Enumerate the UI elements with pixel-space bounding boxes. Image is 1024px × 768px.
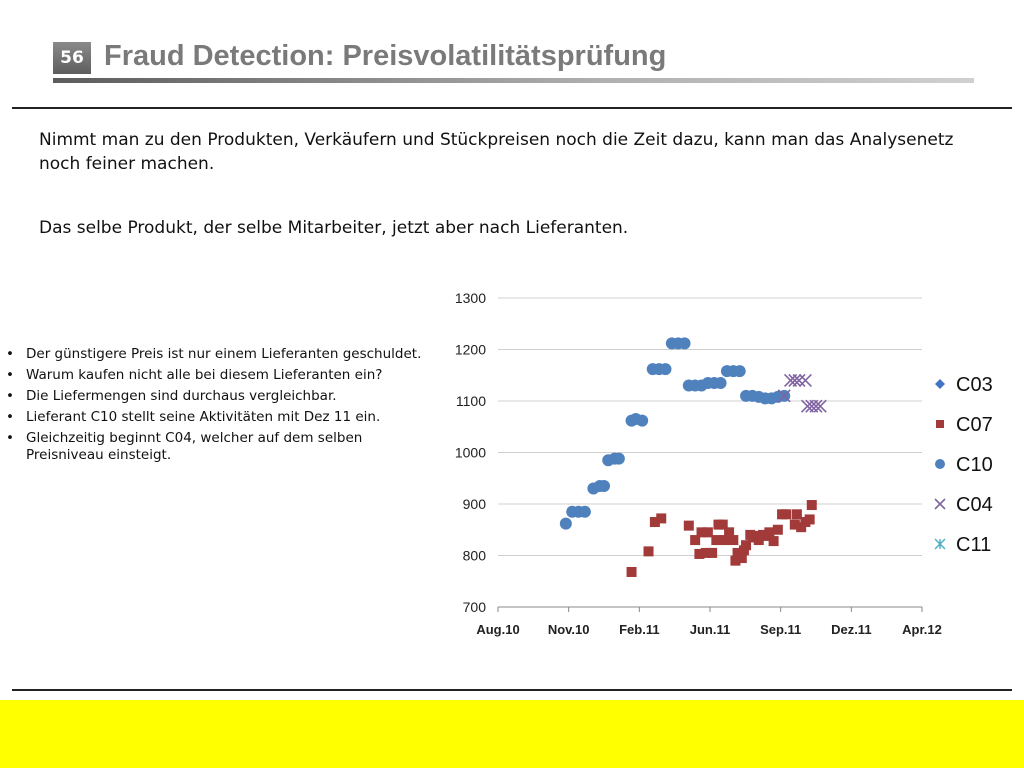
y-tick-label: 800 xyxy=(463,548,487,564)
data-point-c10 xyxy=(612,452,625,465)
data-point-c07 xyxy=(694,548,705,559)
data-point-c07 xyxy=(804,514,815,525)
top-divider xyxy=(12,107,1012,109)
x-tick-label: Jun.11 xyxy=(690,622,730,637)
legend-label-c10: C10 xyxy=(956,454,993,476)
data-point-c07 xyxy=(728,535,739,546)
data-point-c07 xyxy=(683,520,694,531)
data-point-c10 xyxy=(733,365,746,378)
data-point-c07 xyxy=(707,547,718,558)
data-point-c10 xyxy=(659,363,672,376)
intro-paragraph-2: Das selbe Produkt, der selbe Mitarbeiter… xyxy=(39,218,629,238)
intro-text: Nimmt man zu den Produkten, Verkäufern u… xyxy=(39,128,989,240)
data-point-c07 xyxy=(791,509,802,520)
data-point-c07 xyxy=(772,524,783,535)
slide-number-badge: 56 xyxy=(53,42,91,74)
bullet-item: Lieferant C10 stellt seine Aktivitäten m… xyxy=(6,409,426,426)
data-point-c07 xyxy=(753,535,764,546)
data-point-c07 xyxy=(781,509,792,520)
data-point-c07 xyxy=(717,519,728,530)
data-point-c10 xyxy=(714,376,727,389)
data-point-c07 xyxy=(643,546,654,557)
data-point-c07 xyxy=(741,540,752,551)
data-point-c07 xyxy=(789,519,800,530)
data-point-c10 xyxy=(598,479,610,492)
data-point-c07 xyxy=(626,566,637,577)
slide-title: Fraud Detection: Preisvolatilitätsprüfun… xyxy=(104,40,667,72)
data-point-c07 xyxy=(730,555,741,566)
footer-band xyxy=(0,700,1024,768)
bullet-item: Gleichzeitig beginnt C04, welcher auf de… xyxy=(6,430,426,464)
data-point-c07 xyxy=(796,522,807,533)
data-point-c10 xyxy=(678,337,691,350)
scatter-chart: 700 800 900 1000 1100 1200 1300 Aug.10 Nov.10 Feb… xyxy=(455,290,993,637)
x-tick-label: Sep.11 xyxy=(760,622,801,637)
data-point-c07 xyxy=(732,547,743,558)
bullet-item: Die Liefermengen sind durchaus vergleich… xyxy=(6,388,426,405)
y-tick-label: 900 xyxy=(463,496,487,512)
legend-label-c07: C07 xyxy=(956,414,993,436)
data-point-c07 xyxy=(656,513,667,524)
data-point-c07 xyxy=(649,517,660,528)
data-point-c07 xyxy=(768,536,779,547)
data-point-c04 xyxy=(798,373,812,387)
data-point-c04 xyxy=(792,373,806,387)
bullet-item: Warum kaufen nicht alle bei diesem Liefe… xyxy=(6,367,426,384)
legend-marker-c03 xyxy=(935,379,945,389)
legend-label-c03: C03 xyxy=(956,374,993,396)
data-point-c10 xyxy=(559,517,572,530)
x-tick-label: Apr.12 xyxy=(902,622,942,637)
y-tick-label: 1300 xyxy=(455,290,486,306)
legend-label-c04: C04 xyxy=(956,494,993,516)
title-underline xyxy=(53,78,974,83)
intro-paragraph-1: Nimmt man zu den Produkten, Verkäufern u… xyxy=(39,130,954,174)
data-point-c07 xyxy=(724,527,735,538)
y-tick-label: 1000 xyxy=(455,445,486,461)
legend-marker-c10 xyxy=(935,459,945,469)
legend-label-c11: C11 xyxy=(956,534,991,556)
x-tick-label: Dez.11 xyxy=(831,622,871,637)
data-point-c10 xyxy=(636,414,649,427)
data-point-c07 xyxy=(764,527,775,538)
data-point-c04 xyxy=(813,399,827,413)
legend-marker-c11 xyxy=(934,538,946,550)
data-point-c07 xyxy=(711,535,722,546)
data-point-c04 xyxy=(788,373,802,387)
data-point-c07 xyxy=(738,545,749,556)
data-point-c07 xyxy=(806,500,817,511)
data-point-c10 xyxy=(578,505,591,518)
y-tick-label: 1200 xyxy=(455,342,486,358)
data-point-c04 xyxy=(809,399,823,413)
data-point-c07 xyxy=(736,553,747,564)
legend-marker-c04 xyxy=(934,498,946,510)
data-point-c07 xyxy=(690,535,701,546)
data-point-c07 xyxy=(696,527,707,538)
data-point-c07 xyxy=(702,527,713,538)
data-point-c04 xyxy=(777,389,791,403)
x-tick-label: Nov.10 xyxy=(548,622,590,637)
x-tick-label: Aug.10 xyxy=(476,622,519,637)
data-point-c07 xyxy=(719,535,730,546)
x-tick-label: Feb.11 xyxy=(619,622,659,637)
y-tick-label: 1100 xyxy=(456,393,486,409)
bullet-list: Der günstigere Preis ist nur einem Liefe… xyxy=(6,346,426,468)
legend-marker-c07 xyxy=(936,420,944,428)
bullet-item: Der günstigere Preis ist nur einem Liefe… xyxy=(6,346,426,363)
y-tick-label: 700 xyxy=(463,599,487,615)
data-point-c07 xyxy=(700,547,711,558)
bottom-divider xyxy=(12,689,1012,691)
